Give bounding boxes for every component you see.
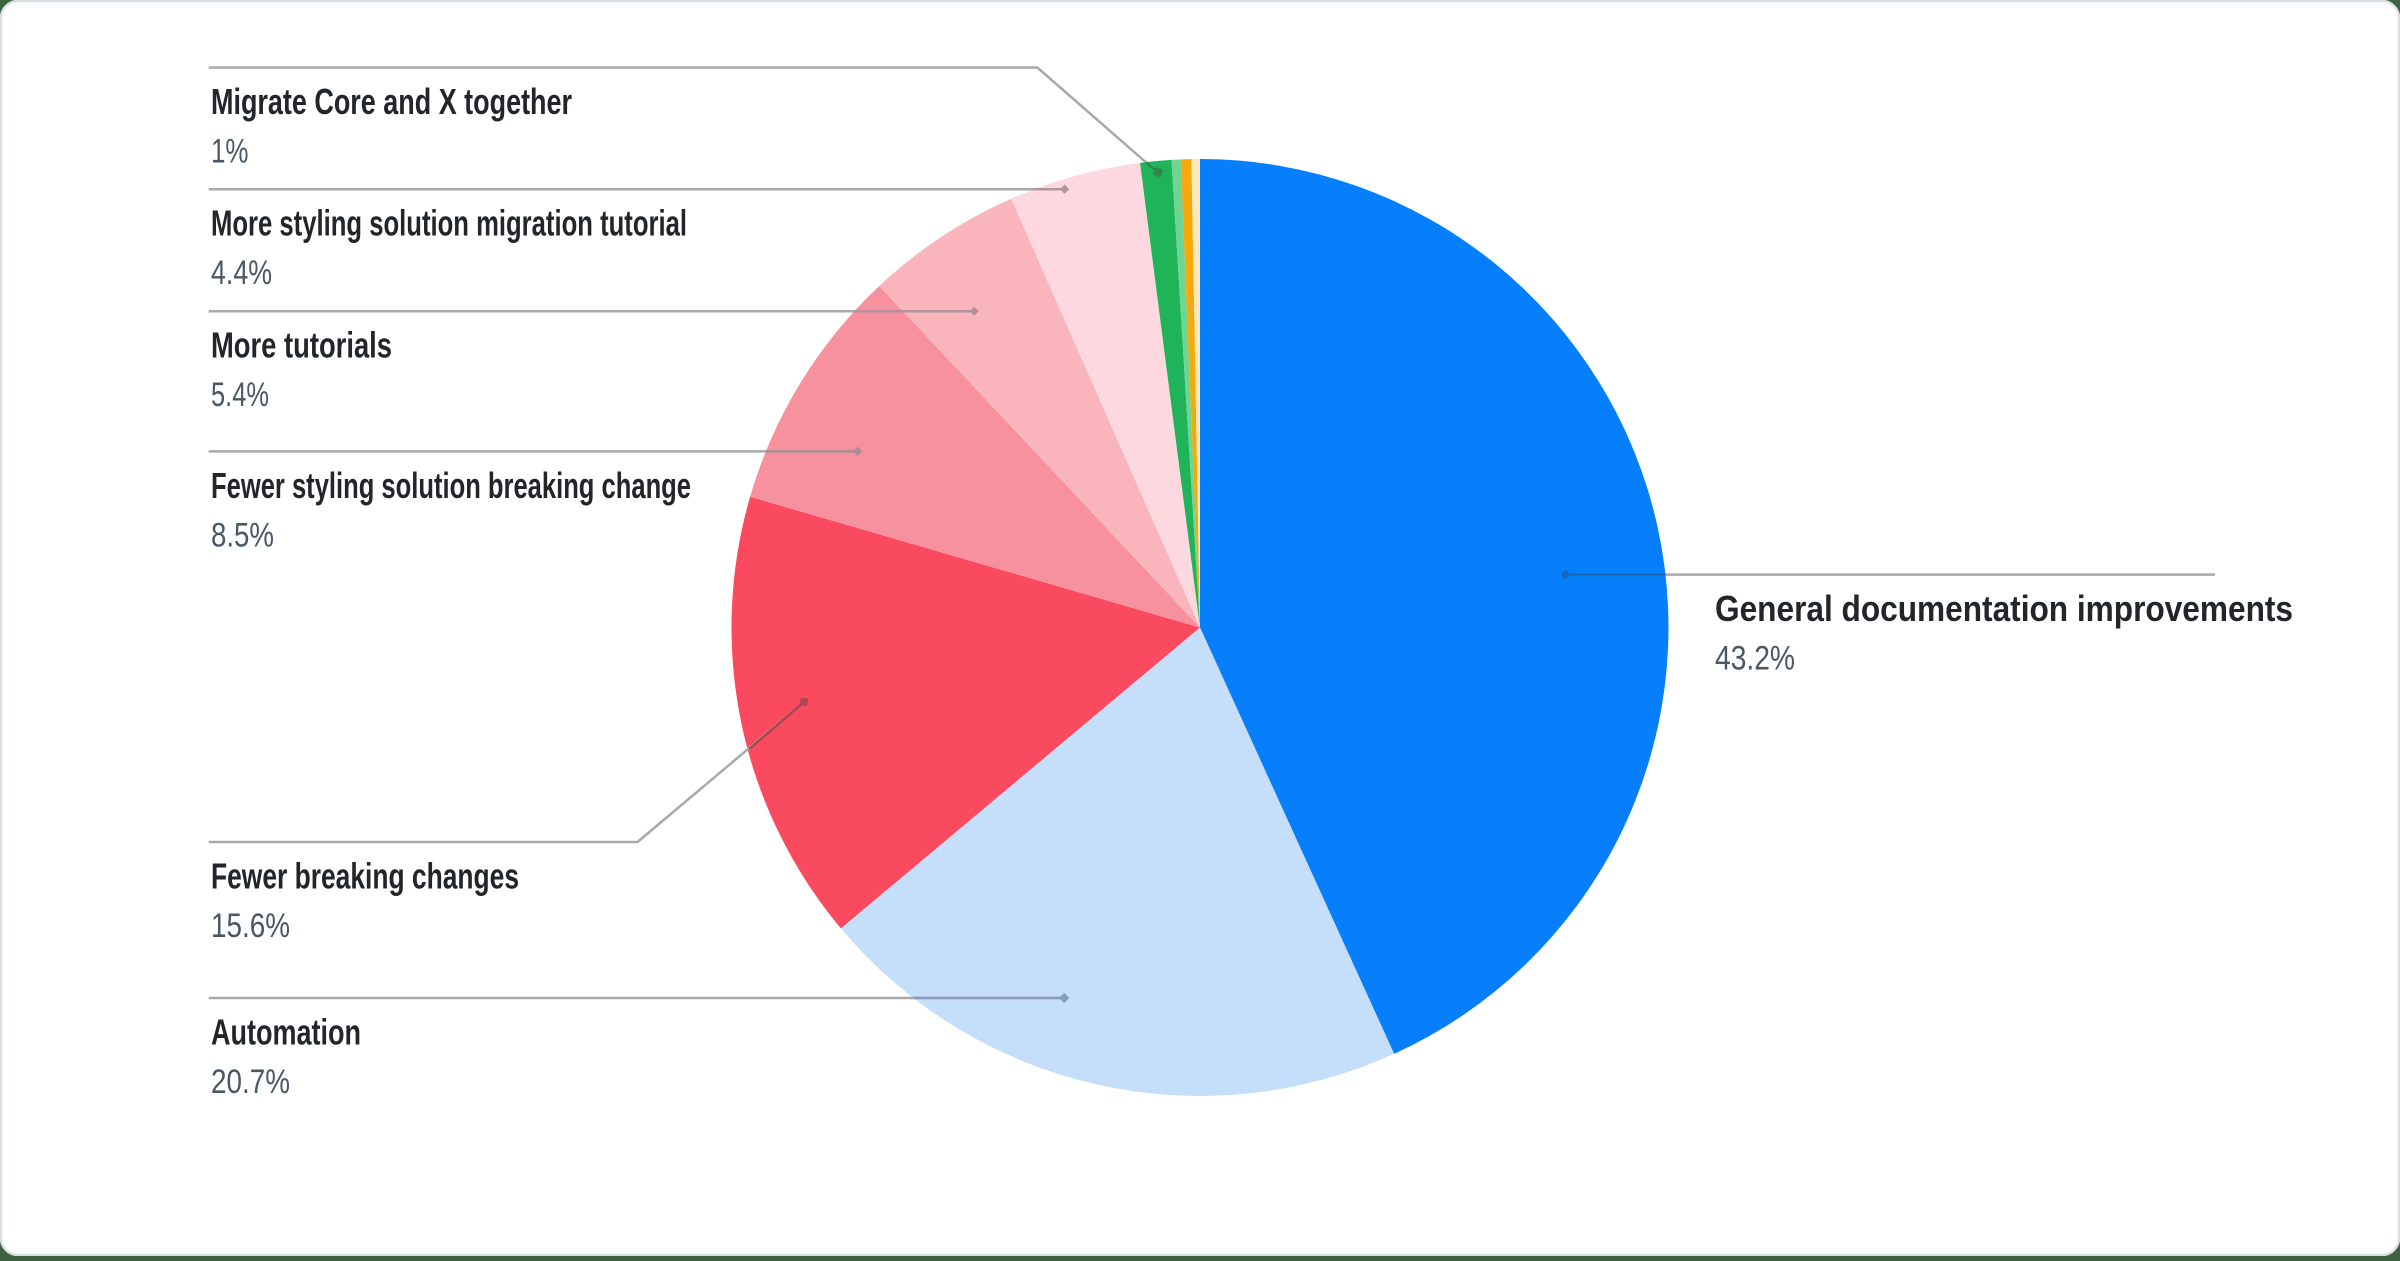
svg-text:Automation: Automation: [211, 1011, 361, 1052]
svg-text:More styling solution migratio: More styling solution migration tutorial: [211, 203, 687, 244]
svg-text:1%: 1%: [211, 133, 249, 171]
svg-text:General documentation improvem: General documentation improvements: [1715, 588, 2293, 629]
svg-text:More tutorials: More tutorials: [211, 325, 392, 366]
svg-text:43.2%: 43.2%: [1715, 640, 1795, 678]
svg-text:20.7%: 20.7%: [211, 1063, 290, 1101]
svg-text:15.6%: 15.6%: [211, 907, 290, 945]
svg-text:4.4%: 4.4%: [211, 254, 272, 292]
svg-text:Migrate Core and X together: Migrate Core and X together: [211, 81, 572, 122]
svg-text:8.5%: 8.5%: [211, 516, 274, 554]
svg-text:Fewer styling solution breakin: Fewer styling solution breaking change: [211, 465, 691, 506]
svg-text:5.4%: 5.4%: [211, 376, 269, 414]
svg-text:Fewer breaking changes: Fewer breaking changes: [211, 855, 519, 896]
